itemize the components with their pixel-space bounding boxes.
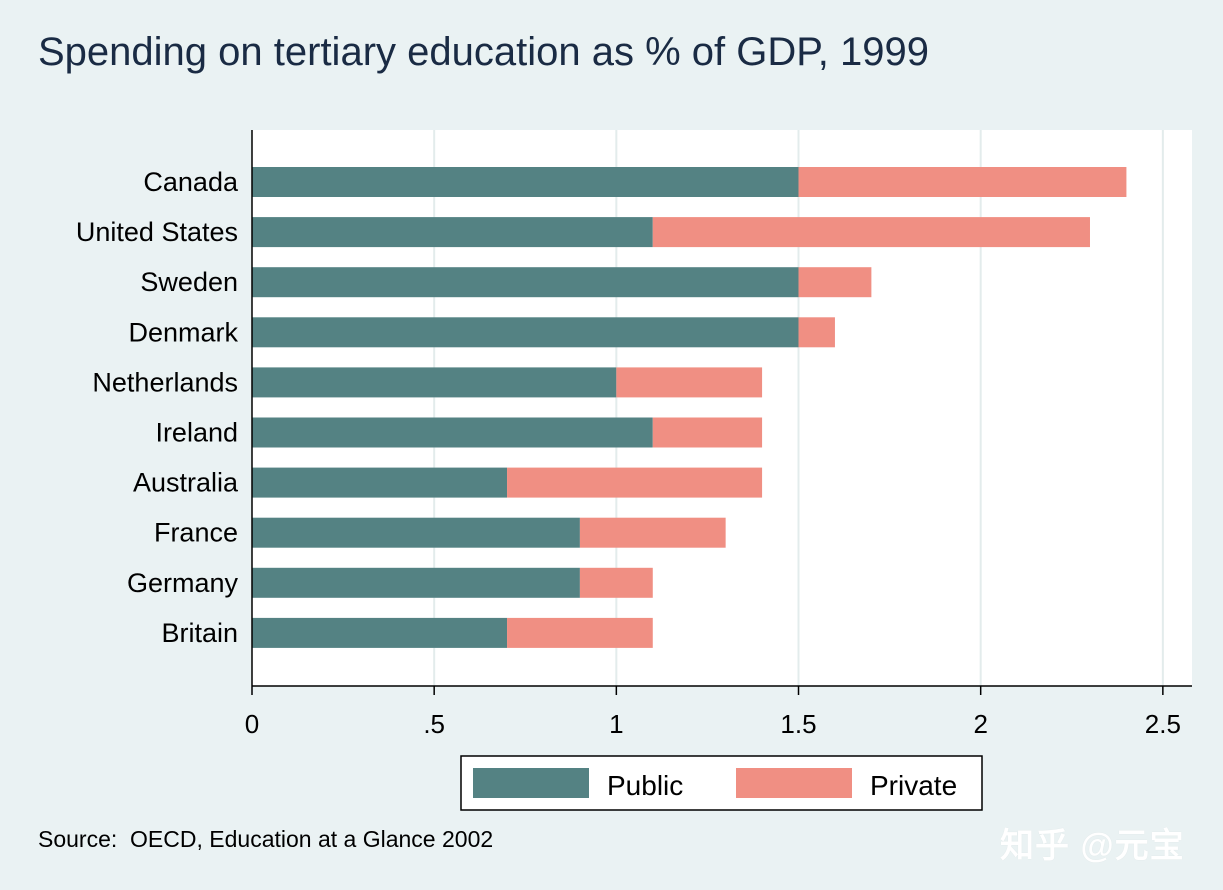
x-tick-label: .5 xyxy=(423,709,445,739)
bar-private xyxy=(507,617,653,648)
legend-swatch xyxy=(736,768,852,798)
bar-private xyxy=(798,317,835,348)
bar-public xyxy=(252,367,617,398)
category-label: France xyxy=(154,518,238,548)
bar-private xyxy=(616,367,763,398)
bar-public xyxy=(252,417,653,448)
bar-public xyxy=(252,517,580,548)
bar-public xyxy=(252,267,799,298)
legend-swatch xyxy=(473,768,589,798)
category-label: Sweden xyxy=(140,267,238,297)
x-tick-label: 2.5 xyxy=(1145,709,1181,739)
bar-private xyxy=(652,217,1090,248)
bar-private xyxy=(798,167,1127,197)
legend: Public Private xyxy=(460,755,983,811)
category-label: Australia xyxy=(133,468,239,498)
x-tick-label: 1 xyxy=(609,709,623,739)
source-note: Source: OECD, Education at a Glance 2002 xyxy=(38,826,494,852)
category-label: Netherlands xyxy=(92,367,238,397)
bar-public xyxy=(252,567,580,598)
bar-public xyxy=(252,467,508,498)
x-tick-label: 0 xyxy=(245,709,259,739)
bar-private xyxy=(652,417,763,448)
plot-area xyxy=(252,130,1192,686)
axes xyxy=(251,130,1192,687)
legend-label: Private xyxy=(870,770,957,801)
bar-public xyxy=(252,167,799,197)
category-label: Britain xyxy=(161,618,238,648)
x-ticks: 0 .5 1 1.5 2 2.5 xyxy=(245,686,1181,739)
category-label: Germany xyxy=(127,568,239,598)
bar-public xyxy=(252,617,508,648)
category-label: Ireland xyxy=(155,418,238,448)
bars xyxy=(252,167,1127,648)
x-tick-label: 2 xyxy=(973,709,987,739)
watermark: 知乎 @元宝 xyxy=(1000,827,1185,865)
bar-public xyxy=(252,217,653,248)
chart-title: Spending on tertiary education as % of G… xyxy=(38,30,929,74)
x-tick-label: 1.5 xyxy=(780,709,816,739)
legend-label: Public xyxy=(607,770,683,801)
category-label: Denmark xyxy=(128,317,238,347)
category-label: Canada xyxy=(143,167,239,197)
bar-private xyxy=(579,567,653,598)
category-label: United States xyxy=(76,217,238,247)
bar-public xyxy=(252,317,799,348)
category-labels: Canada United States Sweden Denmark Netherla… xyxy=(76,167,239,648)
bar-private xyxy=(507,467,763,498)
bar-private xyxy=(798,267,872,298)
bar-private xyxy=(579,517,726,548)
